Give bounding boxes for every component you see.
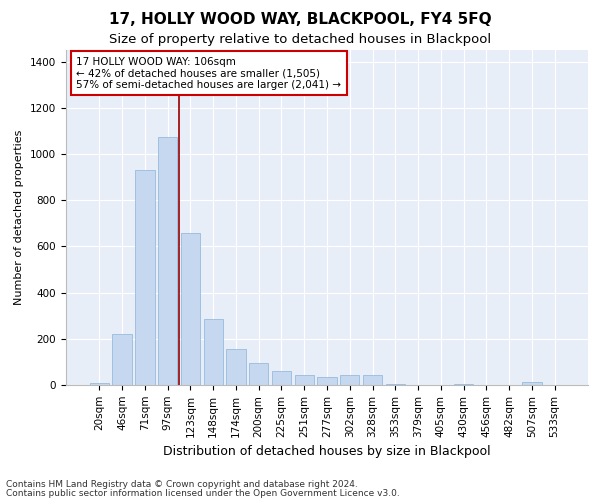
- Bar: [522, 382, 542, 385]
- Bar: [226, 349, 245, 385]
- Bar: [454, 384, 473, 385]
- Bar: [295, 374, 314, 385]
- Text: Size of property relative to detached houses in Blackpool: Size of property relative to detached ho…: [109, 32, 491, 46]
- X-axis label: Distribution of detached houses by size in Blackpool: Distribution of detached houses by size …: [163, 445, 491, 458]
- Bar: [249, 363, 268, 385]
- Bar: [203, 319, 223, 385]
- Bar: [181, 232, 200, 385]
- Bar: [90, 383, 109, 385]
- Text: 17, HOLLY WOOD WAY, BLACKPOOL, FY4 5FQ: 17, HOLLY WOOD WAY, BLACKPOOL, FY4 5FQ: [109, 12, 491, 28]
- Bar: [317, 377, 337, 385]
- Text: Contains public sector information licensed under the Open Government Licence v3: Contains public sector information licen…: [6, 488, 400, 498]
- Bar: [112, 334, 132, 385]
- Bar: [386, 384, 405, 385]
- Text: 17 HOLLY WOOD WAY: 106sqm
← 42% of detached houses are smaller (1,505)
57% of se: 17 HOLLY WOOD WAY: 106sqm ← 42% of detac…: [76, 56, 341, 90]
- Bar: [272, 371, 291, 385]
- Bar: [340, 374, 359, 385]
- Bar: [363, 374, 382, 385]
- Y-axis label: Number of detached properties: Number of detached properties: [14, 130, 25, 305]
- Text: Contains HM Land Registry data © Crown copyright and database right 2024.: Contains HM Land Registry data © Crown c…: [6, 480, 358, 489]
- Bar: [158, 136, 178, 385]
- Bar: [135, 170, 155, 385]
